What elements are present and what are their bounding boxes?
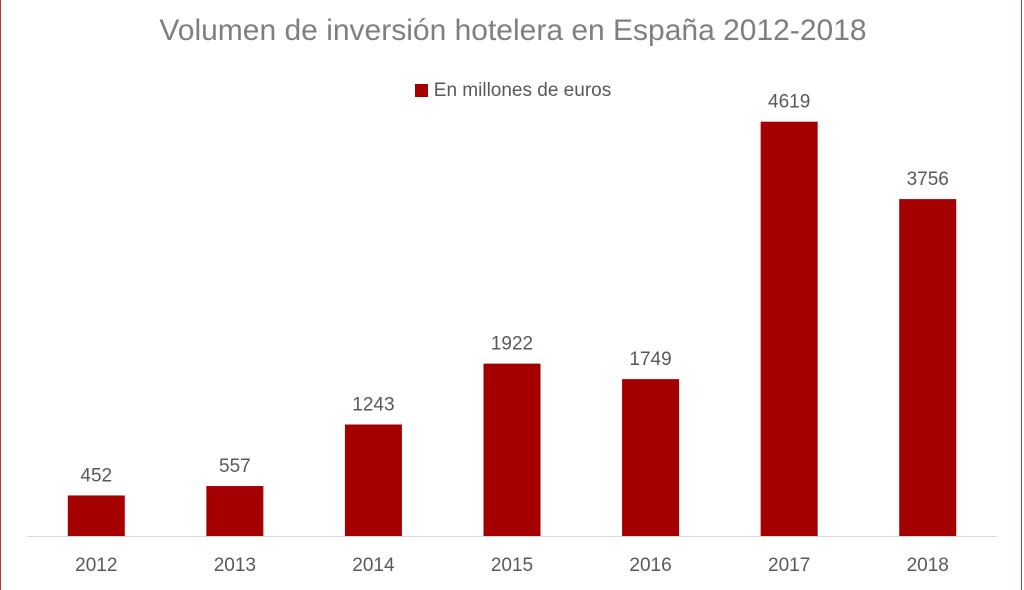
bar-2013 (206, 486, 264, 536)
x-tick-label-2017: 2017 (768, 555, 810, 576)
data-label-2016: 1749 (629, 349, 671, 370)
x-tick-label-2018: 2018 (907, 555, 949, 576)
chart-title: Volumen de inversión hotelera en España … (159, 14, 867, 47)
x-tick-label-2013: 2013 (214, 555, 256, 576)
x-tick-label-2016: 2016 (629, 555, 671, 576)
bar-2014 (344, 424, 402, 536)
data-label-2017: 4619 (768, 92, 810, 113)
bar-2012 (67, 495, 125, 536)
x-tick-label-2012: 2012 (75, 555, 117, 576)
data-label-2012: 452 (80, 465, 112, 486)
chart-legend: En millones de euros (1, 80, 1024, 102)
data-label-2014: 1243 (352, 395, 394, 416)
data-label-2013: 557 (219, 456, 251, 477)
data-label-2018: 3756 (907, 169, 949, 190)
bar-2015 (483, 363, 541, 536)
bar-2016 (622, 379, 680, 536)
x-tick-label-2014: 2014 (352, 555, 395, 576)
bar-2018 (899, 199, 957, 537)
legend-swatch (414, 84, 428, 97)
x-tick-label-2015: 2015 (491, 555, 533, 576)
data-label-2015: 1922 (491, 334, 533, 355)
bar-2017 (760, 121, 818, 537)
legend-label: En millones de euros (433, 80, 612, 101)
